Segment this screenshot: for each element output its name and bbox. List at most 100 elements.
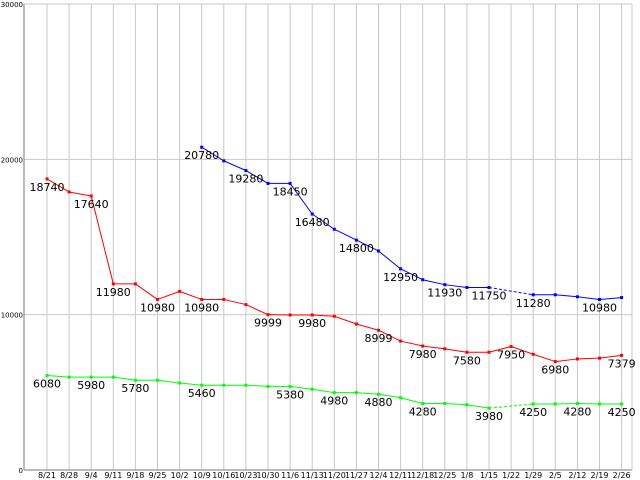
- series-point: [465, 403, 469, 407]
- series-point: [465, 350, 469, 354]
- series-point: [509, 345, 513, 349]
- series-point: [310, 212, 314, 216]
- series-segment: [555, 294, 578, 298]
- data-label: 17640: [74, 198, 109, 211]
- x-tick-label: 8/28: [60, 471, 78, 480]
- x-tick-label: 8/21: [38, 471, 56, 480]
- data-label: 4250: [608, 406, 636, 419]
- series-point: [266, 313, 270, 317]
- series-point: [421, 344, 425, 348]
- series-point: [377, 392, 380, 396]
- x-tick-label: 1/29: [524, 471, 542, 480]
- series-segment: [577, 357, 600, 360]
- data-label: 18740: [30, 181, 65, 194]
- series-point: [465, 285, 469, 289]
- series-point: [620, 296, 624, 300]
- series-segment: [312, 388, 335, 394]
- x-tick-label: 12/25: [433, 471, 456, 480]
- series-point: [244, 169, 248, 173]
- series-point: [598, 402, 601, 406]
- series-segment: [312, 314, 335, 317]
- series-point: [200, 297, 204, 301]
- data-label: 16480: [295, 216, 330, 229]
- data-label: 7580: [453, 354, 481, 367]
- data-label: 10980: [582, 301, 617, 314]
- x-tick-label: 11/13: [301, 471, 324, 480]
- series-point: [377, 328, 380, 332]
- data-label: 6080: [33, 378, 61, 391]
- series-point: [200, 383, 204, 387]
- data-label: 14800: [339, 242, 374, 255]
- series-point: [575, 295, 579, 299]
- series-segment: [223, 298, 247, 306]
- series-point: [222, 297, 226, 301]
- series-point: [156, 378, 159, 382]
- data-label: 7980: [409, 348, 437, 361]
- x-tick-label: 11/20: [323, 471, 346, 480]
- series-segment: [90, 195, 114, 285]
- series-point: [443, 347, 447, 351]
- series-point: [222, 159, 226, 163]
- series-point: [575, 402, 579, 406]
- series-segment: [444, 284, 467, 288]
- data-label: 6980: [541, 364, 569, 377]
- series-point: [598, 297, 601, 301]
- series-segment: [113, 376, 136, 381]
- series-point: [443, 402, 447, 406]
- series-segment: [555, 358, 578, 363]
- series-point: [620, 353, 624, 357]
- data-label: 11930: [427, 287, 462, 300]
- data-label: 12950: [383, 271, 418, 284]
- series-segment: [135, 283, 158, 300]
- series-point: [266, 384, 270, 388]
- x-tick-label: 10/16: [212, 471, 235, 480]
- series-point: [310, 313, 314, 317]
- series-segment: [46, 178, 70, 193]
- x-tick-label: 2/19: [591, 471, 609, 480]
- series-point: [443, 283, 447, 287]
- data-label: 11750: [472, 289, 507, 302]
- series-point: [531, 293, 535, 297]
- series-segment: [488, 346, 512, 353]
- chart-series: [45, 145, 624, 410]
- y-tick-label: 0: [19, 467, 23, 475]
- series-point: [421, 402, 425, 406]
- x-tick-label: 10/9: [193, 471, 211, 480]
- series-point: [288, 313, 292, 317]
- data-label: 9980: [298, 317, 326, 330]
- series-1: [45, 177, 624, 364]
- series-segment: [356, 392, 379, 395]
- series-point: [487, 350, 491, 354]
- series-point: [332, 314, 336, 318]
- series-segment: [510, 346, 534, 355]
- series-point: [332, 227, 336, 231]
- x-tick-label: 9/18: [126, 471, 144, 480]
- data-label: 5460: [188, 387, 216, 400]
- data-label: 11280: [516, 297, 551, 310]
- x-tick-label: 2/5: [549, 471, 562, 480]
- data-label: 11980: [96, 286, 131, 299]
- series-segment: [533, 353, 556, 363]
- series-point: [310, 387, 314, 391]
- series-segment: [400, 340, 423, 347]
- data-label: 3980: [475, 410, 503, 423]
- series-segment: [422, 279, 445, 286]
- series-point: [133, 378, 137, 382]
- series-point: [575, 357, 579, 361]
- series-point: [553, 293, 557, 297]
- series-point: [244, 303, 248, 307]
- series-segment: [356, 239, 379, 252]
- y-tick-label: 30000: [1, 1, 23, 9]
- series-point: [178, 289, 182, 293]
- series-segment: [245, 304, 269, 316]
- data-label: 8999: [365, 332, 393, 345]
- chart-data-labels: 18740 17640 11980 10980 10980 9999 9980 8999 798…: [30, 149, 636, 423]
- series-point: [421, 278, 425, 282]
- data-label: 18450: [273, 185, 308, 198]
- y-tick-label: 20000: [1, 156, 23, 164]
- series-segment: [311, 213, 335, 230]
- data-label: 19280: [228, 173, 263, 186]
- x-tick-label: 2/12: [568, 471, 586, 480]
- series-point: [354, 391, 358, 395]
